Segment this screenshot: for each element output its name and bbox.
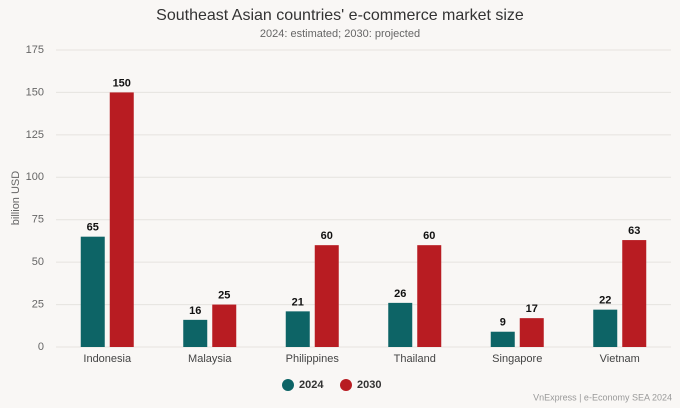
bar xyxy=(622,240,647,347)
data-label: 65 xyxy=(87,222,99,234)
legend-label: 2024 xyxy=(299,379,324,391)
bar xyxy=(388,302,413,347)
data-label: 21 xyxy=(292,296,304,308)
y-tick-label: 125 xyxy=(26,129,44,141)
y-tick-label: 25 xyxy=(32,298,44,310)
y-tick-label: 150 xyxy=(26,86,44,98)
data-label: 16 xyxy=(189,305,201,317)
x-tick-label: Philippines xyxy=(286,353,340,365)
bar xyxy=(593,309,618,347)
x-tick-label: Indonesia xyxy=(83,353,132,365)
bar xyxy=(183,319,208,347)
bar xyxy=(285,311,310,347)
data-label: 63 xyxy=(628,225,640,237)
data-label: 17 xyxy=(526,303,538,315)
chart-subtitle: 2024: estimated; 2030: projected xyxy=(260,28,420,40)
y-tick-label: 175 xyxy=(26,44,44,56)
y-tick-label: 50 xyxy=(32,256,44,268)
bar xyxy=(314,245,339,347)
x-tick-label: Vietnam xyxy=(600,353,640,365)
y-axis-label: billion USD xyxy=(10,171,22,225)
source-note: VnExpress | e-Economy SEA 2024 xyxy=(533,392,672,402)
data-label: 150 xyxy=(113,77,131,89)
y-tick-label: 100 xyxy=(26,171,44,183)
bar xyxy=(80,236,105,347)
chart-title: Southeast Asian countries' e-commerce ma… xyxy=(156,7,524,24)
y-tick-label: 75 xyxy=(32,214,44,226)
x-tick-label: Malaysia xyxy=(188,353,232,365)
legend-label: 2030 xyxy=(357,379,381,391)
legend-marker xyxy=(282,379,294,391)
bar xyxy=(417,245,442,347)
bar xyxy=(109,92,134,347)
bar xyxy=(490,331,515,347)
data-label: 25 xyxy=(218,289,230,301)
data-label: 26 xyxy=(394,288,406,300)
y-tick-label: 0 xyxy=(38,341,44,353)
legend-marker xyxy=(340,379,352,391)
data-label: 9 xyxy=(500,317,506,329)
x-tick-label: Thailand xyxy=(394,353,436,365)
data-label: 60 xyxy=(423,230,435,242)
bar xyxy=(212,304,237,347)
data-label: 60 xyxy=(321,230,333,242)
bar xyxy=(519,318,544,347)
data-label: 22 xyxy=(599,295,611,307)
x-tick-label: Singapore xyxy=(492,353,542,365)
